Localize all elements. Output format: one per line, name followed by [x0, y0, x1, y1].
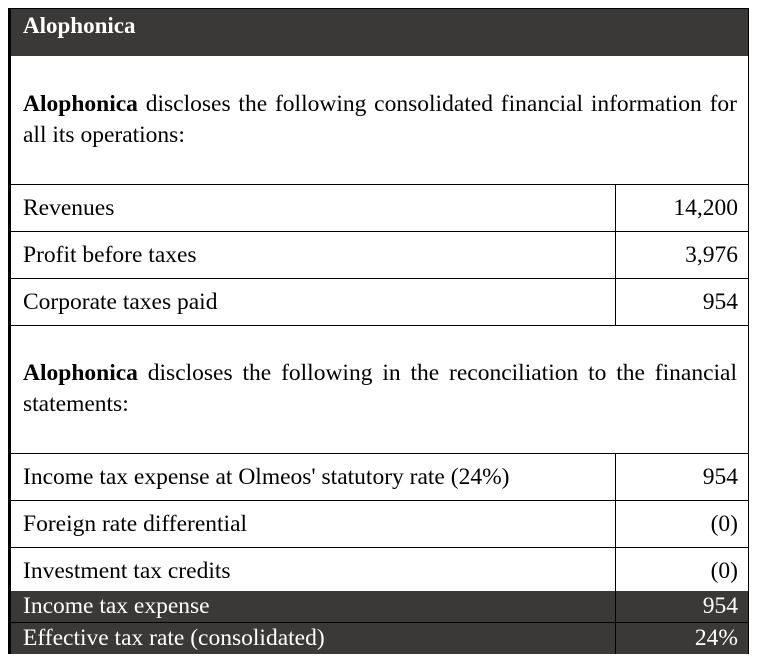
row-value: (0): [615, 500, 748, 548]
row-value: 954: [615, 278, 748, 326]
table-row: Profit before taxes 3,976: [11, 231, 748, 279]
row-value: 24%: [615, 622, 748, 654]
table-row: Corporate taxes paid 954: [11, 278, 748, 326]
intro-text: discloses the following consolidated fin…: [23, 91, 737, 148]
row-value: (0): [615, 547, 748, 594]
table-row: Effective tax rate (consolidated) 24%: [11, 622, 748, 654]
row-label: Effective tax rate (consolidated): [11, 622, 616, 654]
financials-table: Revenues 14,200 Profit before taxes 3,97…: [11, 184, 748, 326]
case-title: Alophonica: [11, 9, 748, 56]
intro-paragraph: Alophonica discloses the following conso…: [23, 89, 737, 151]
row-label: Corporate taxes paid: [11, 278, 616, 326]
row-value: 14,200: [615, 184, 748, 232]
row-value: 954: [615, 453, 748, 501]
reconciliation-text: discloses the following in the reconcili…: [23, 360, 737, 417]
case-frame: Alophonica Alophonica discloses the foll…: [10, 8, 749, 654]
row-value: 3,976: [615, 231, 748, 279]
row-label: Income tax expense at Olmeos' statutory …: [11, 453, 616, 501]
row-label: Revenues: [11, 184, 616, 232]
row-value: 954: [615, 591, 748, 623]
row-label: Income tax expense: [23, 593, 210, 619]
row-label: Investment tax credits: [11, 547, 616, 594]
table-row: Income tax expense 954: [11, 591, 748, 623]
reconciliation-table: Income tax expense at Olmeos' statutory …: [11, 453, 748, 594]
row-label: Foreign rate differential: [11, 500, 616, 548]
table-row: Revenues 14,200: [11, 184, 748, 232]
table-row: Income tax expense at Olmeos' statutory …: [11, 453, 748, 501]
reconciliation-company: Alophonica: [23, 360, 138, 386]
table-row: Foreign rate differential (0): [11, 500, 748, 548]
reconciliation-paragraph: Alophonica discloses the following in th…: [23, 358, 737, 420]
intro-company: Alophonica: [23, 91, 138, 117]
table-row: Investment tax credits (0): [11, 547, 748, 594]
row-label: Profit before taxes: [11, 231, 616, 279]
summary-table: Income tax expense 954 Effective tax rat…: [11, 591, 748, 654]
